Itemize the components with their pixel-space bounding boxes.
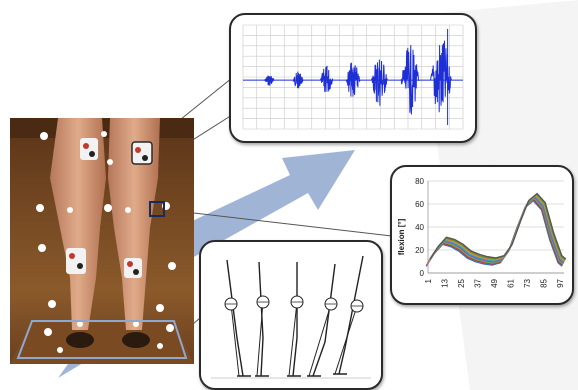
angle-chart: flexion [°] 0 20 40 60 80 1 13 25 37 49 61 73 85 97 xyxy=(397,177,567,288)
flexion-series-line xyxy=(427,195,565,263)
left-shoe xyxy=(66,332,94,348)
stick-figure xyxy=(307,263,338,377)
stick-figure-sequence xyxy=(211,255,371,379)
emg-burst xyxy=(264,75,275,86)
y-tick-label: 40 xyxy=(415,223,424,232)
emg-signal-plot xyxy=(242,24,464,130)
emg-burst xyxy=(320,65,334,92)
right-shoe xyxy=(122,332,150,348)
x-tick-label: 49 xyxy=(490,278,499,287)
emg-burst xyxy=(400,44,420,115)
flexion-series-line xyxy=(429,192,567,260)
leg-photo xyxy=(10,118,194,364)
right-leg xyxy=(108,118,160,330)
flexion-series-line xyxy=(426,197,564,265)
y-tick-label: 80 xyxy=(415,177,424,186)
skeleton-panel xyxy=(199,240,383,390)
emg-panel xyxy=(229,13,477,143)
emg-burst xyxy=(345,62,361,97)
connector-line-angle xyxy=(167,209,393,237)
emg-burst xyxy=(429,40,453,113)
stick-figure xyxy=(333,255,364,375)
flexion-series-line xyxy=(426,198,564,266)
x-tick-label: 61 xyxy=(506,278,515,287)
floor-highlight xyxy=(16,320,188,359)
x-tick-label: 1 xyxy=(424,278,433,283)
y-tick-label: 60 xyxy=(415,200,424,209)
knee-marker-highlight xyxy=(149,201,165,217)
stick-figure xyxy=(255,261,270,377)
x-tick-label: 73 xyxy=(523,278,532,287)
stick-figure xyxy=(287,262,304,377)
flexion-series-line xyxy=(428,194,566,262)
stick-figure xyxy=(224,259,251,377)
leg-photo-drawing xyxy=(10,118,194,364)
flexion-series-line xyxy=(428,193,566,261)
x-tick-label: 13 xyxy=(440,278,449,287)
angle-ylabel: flexion [°] xyxy=(397,218,406,255)
angle-chart-panel: flexion [°] 0 20 40 60 80 1 13 25 37 49 61 73 85 97 xyxy=(390,165,574,305)
emg-electrodes xyxy=(66,138,153,278)
x-tick-label: 85 xyxy=(539,278,548,287)
emg-burst xyxy=(370,59,388,106)
emg-burst xyxy=(292,71,304,89)
flexion-series-line xyxy=(425,199,563,267)
x-tick-label: 25 xyxy=(457,278,466,287)
y-tick-label: 0 xyxy=(420,269,425,278)
x-tick-label: 97 xyxy=(556,278,565,287)
y-tick-label: 20 xyxy=(415,246,424,255)
flexion-series-line xyxy=(427,196,565,264)
x-tick-label: 37 xyxy=(473,278,482,287)
reflective-markers xyxy=(36,131,176,353)
left-leg xyxy=(50,118,106,330)
